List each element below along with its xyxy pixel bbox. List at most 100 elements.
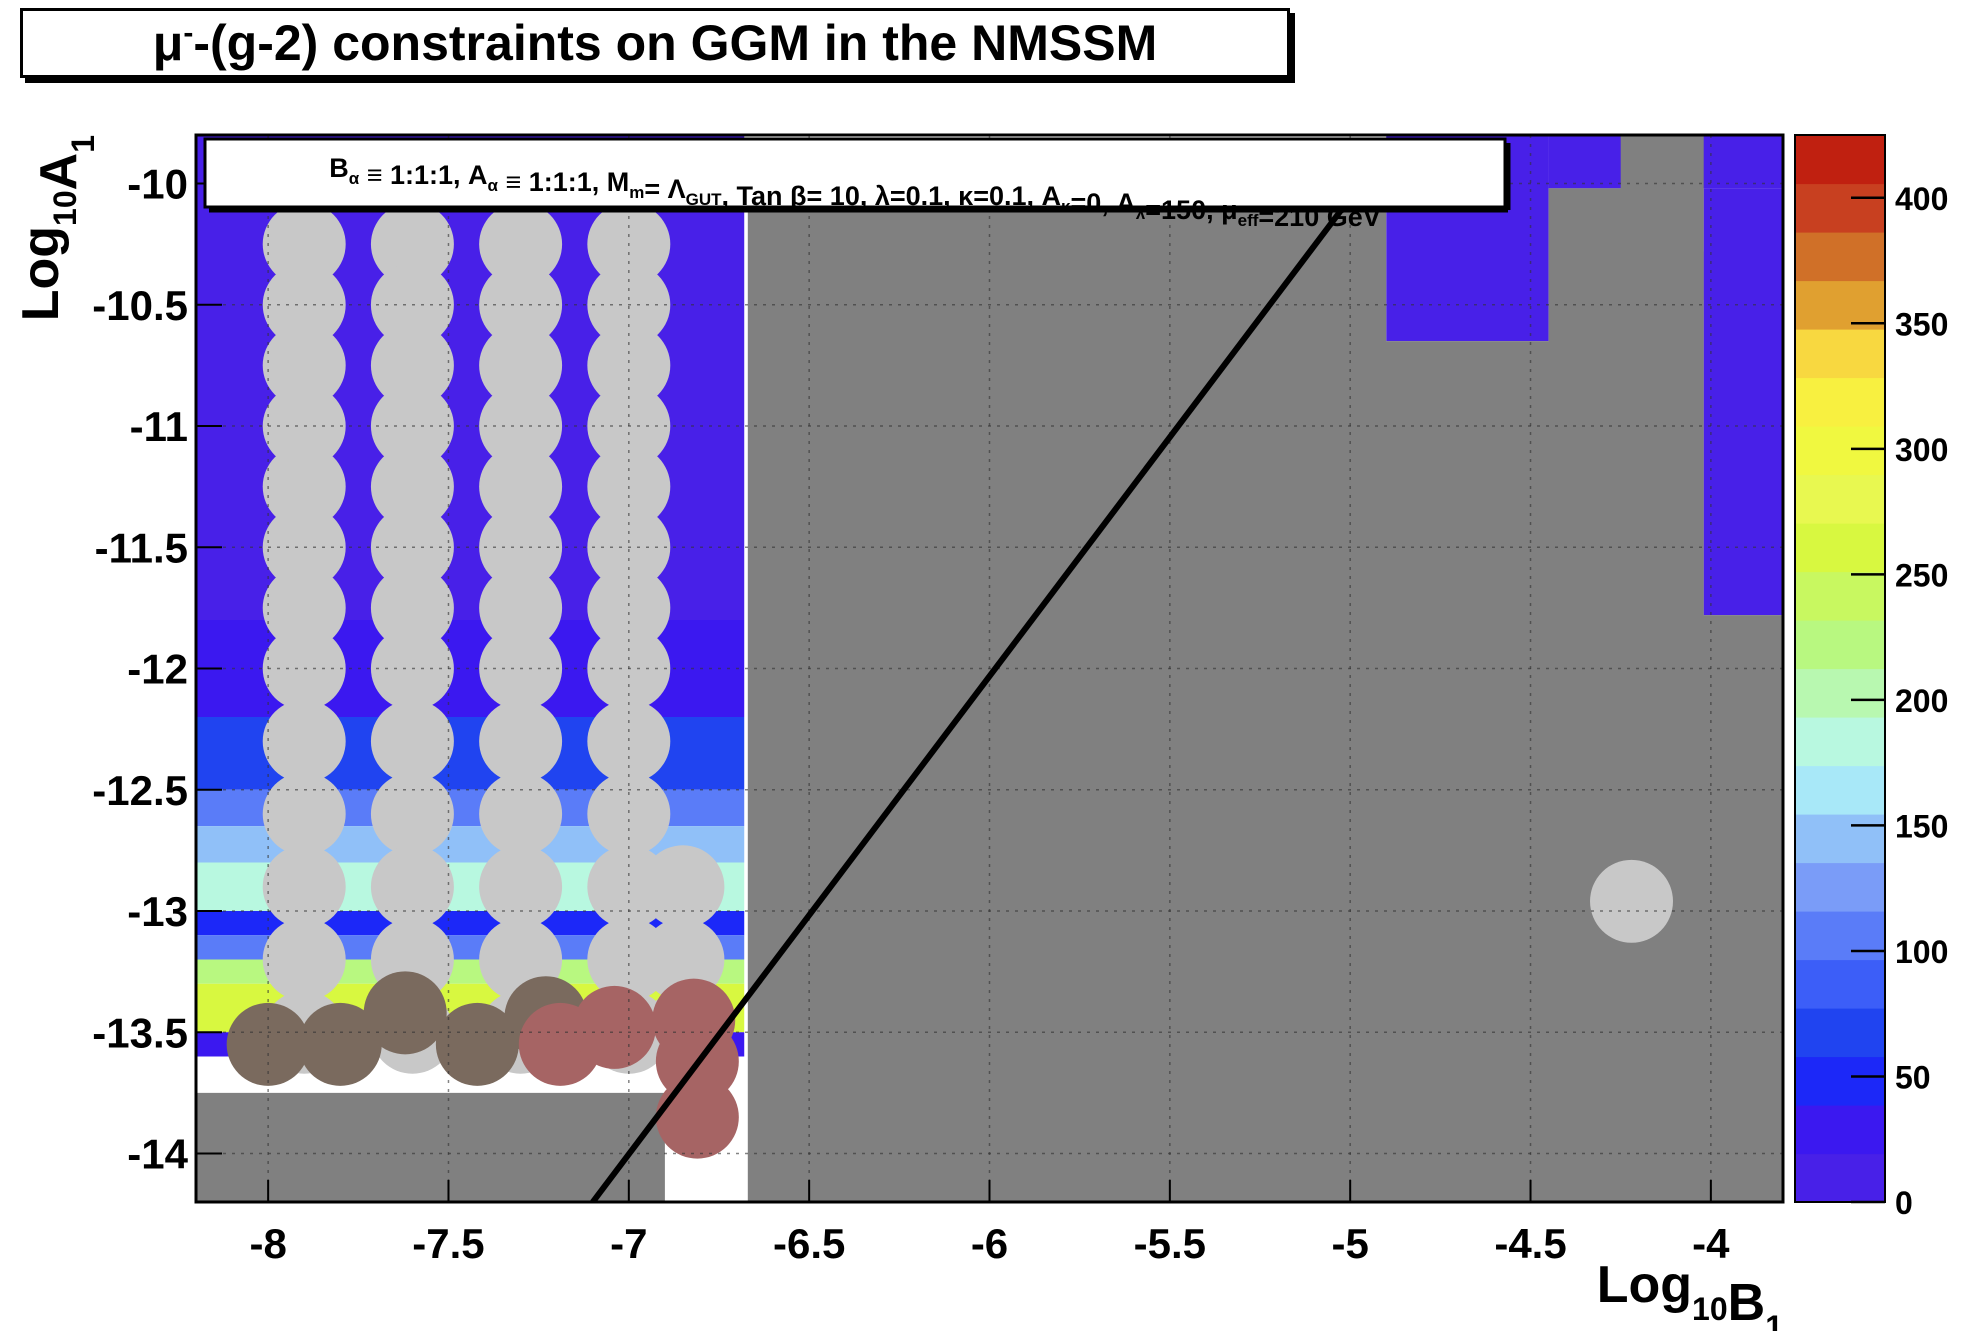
parameter-subscript: λ — [1136, 204, 1146, 223]
excluded-point-light — [262, 202, 346, 286]
y-tick-label: -13 — [127, 888, 188, 935]
colorbar-segment — [1795, 1105, 1885, 1155]
x-tick-label: -8 — [249, 1220, 286, 1267]
axis-title-subscript: 1 — [65, 135, 101, 153]
colorbar-segment — [1795, 280, 1885, 330]
excluded-point-light — [370, 566, 454, 650]
colorbar-segment — [1795, 911, 1885, 961]
excluded-point-light — [262, 445, 346, 529]
axis-title-subscript: 10 — [47, 190, 83, 226]
colorbar-segment — [1795, 765, 1885, 815]
exclusion-boundary-line — [590, 205, 1346, 1202]
colorbar-segment — [1795, 620, 1885, 670]
colorbar-segment — [1795, 959, 1885, 1009]
colorbar-segment — [1795, 135, 1885, 185]
parameter-text: Bα ≡ 1:1:1, Aα ≡ 1:1:1, Mm= ΛGUT, Tan β=… — [329, 153, 1380, 232]
excluded-point-light — [1590, 859, 1673, 943]
axis-title-segment: Log — [12, 226, 70, 321]
excluded-point-light — [479, 445, 563, 529]
excluded-point-light — [479, 845, 563, 929]
excluded-point-light — [262, 323, 346, 407]
excluded-point-brown — [298, 1002, 382, 1086]
excluded-point-light — [479, 699, 563, 783]
excluded-point-rose — [655, 1075, 739, 1159]
colorbar-tick-label: 0 — [1895, 1185, 1913, 1221]
colorbar-segment — [1795, 426, 1885, 476]
colorbar-segment — [1795, 183, 1885, 233]
excluded-point-light — [262, 845, 346, 929]
colorbar-tick-label: 200 — [1895, 683, 1948, 719]
axis-title-segment: Log — [1597, 1256, 1692, 1314]
chart-title: μ--(g-2) constraints on GGM in the NMSSM — [152, 15, 1158, 71]
excluded-point-light — [262, 699, 346, 783]
colorbar-tick-label: 50 — [1895, 1059, 1931, 1095]
plot-area — [196, 135, 1783, 1202]
colorbar-segment — [1795, 232, 1885, 282]
excluded-point-light — [262, 566, 346, 650]
y-tick-label: -11.5 — [95, 524, 188, 571]
excluded-point-light — [587, 566, 671, 650]
excluded-point-light — [587, 772, 671, 856]
grid-lines — [196, 135, 1783, 1202]
axis-title-subscript: 1 — [1765, 1309, 1783, 1331]
boundary-line-layer — [590, 205, 1346, 1202]
parameter-box-frame — [203, 137, 1507, 209]
excluded-point-light — [479, 566, 563, 650]
excluded-point-light — [479, 323, 563, 407]
colorbar-tick-label: 300 — [1895, 432, 1948, 468]
colorbar-segment — [1795, 329, 1885, 379]
excluded-point-light — [370, 772, 454, 856]
colorbar-segment — [1795, 1056, 1885, 1106]
x-tick-label: -5 — [1332, 1220, 1369, 1267]
parameter-text-segment: ≡ 1:1:1, A — [359, 160, 487, 190]
parameter-text-segment: = Λ — [644, 174, 685, 204]
x-tick-label: -7.5 — [412, 1220, 484, 1267]
y-tick-label: -14 — [127, 1131, 188, 1178]
colorbar: 0 50 100 150 200 250 300 350 400 — [1794, 134, 1948, 1221]
parameter-subscript: α — [488, 176, 499, 195]
excluded-point-brown — [435, 1002, 519, 1086]
colorbar-segment — [1795, 377, 1885, 427]
colorbar-tick-label: 150 — [1895, 808, 1948, 844]
excluded-region — [747, 135, 1783, 1202]
y-tick-label: -10 — [127, 161, 188, 208]
colorbar-segment — [1795, 717, 1885, 767]
colorbar-frame — [1794, 134, 1886, 1203]
parameter-legend-box: Bα ≡ 1:1:1, Aα ≡ 1:1:1, Mm= ΛGUT, Tan β=… — [203, 137, 1511, 232]
excluded-point-rose — [572, 985, 656, 1069]
y-tick-label: -12.5 — [92, 767, 188, 814]
colorbar-tick-label: 100 — [1895, 934, 1948, 970]
colorbar-segment — [1795, 474, 1885, 524]
parameter-text-segment: ≡ 1:1:1, M — [498, 167, 629, 197]
x-tick-label: -4.5 — [1494, 1220, 1566, 1267]
x-axis-title: Log10B1 — [1597, 1256, 1783, 1331]
excluded-point-light — [370, 445, 454, 529]
y-tick-label: -13.5 — [92, 1009, 188, 1056]
excluded-point-light — [262, 918, 346, 1001]
excluded-point-light — [370, 845, 454, 929]
x-tick-label: -4 — [1692, 1220, 1730, 1267]
colorbar-tick-label: 250 — [1895, 557, 1948, 593]
x-tick-label: -7 — [610, 1220, 647, 1267]
colorbar-segment — [1795, 571, 1885, 621]
parameter-text-segment: =0, A — [1071, 188, 1136, 218]
colorbar-segment — [1795, 814, 1885, 864]
x-axis: -8 -7.5 -7 -6.5 -6 -5.5 -5 -4.5 -4 — [249, 1180, 1730, 1267]
excluded-point-light — [479, 202, 563, 286]
parameter-subscript: κ — [1061, 197, 1071, 216]
excluded-point-light — [587, 699, 671, 783]
excluded-point-light — [370, 323, 454, 407]
y-tick-label: -11 — [130, 403, 188, 450]
excluded-point-light — [370, 699, 454, 783]
excluded-point-light — [587, 323, 671, 407]
colorbar-segment — [1795, 1153, 1885, 1203]
x-tick-label: -5.5 — [1134, 1220, 1206, 1267]
colorbar-tick-label: 350 — [1895, 306, 1948, 342]
parameter-subscript: α — [349, 169, 360, 188]
parameter-text-segment: B — [329, 153, 349, 183]
parameter-subscript: GUT — [686, 190, 723, 209]
excluded-point-light — [370, 202, 454, 286]
x-tick-label: -6.5 — [773, 1220, 845, 1267]
